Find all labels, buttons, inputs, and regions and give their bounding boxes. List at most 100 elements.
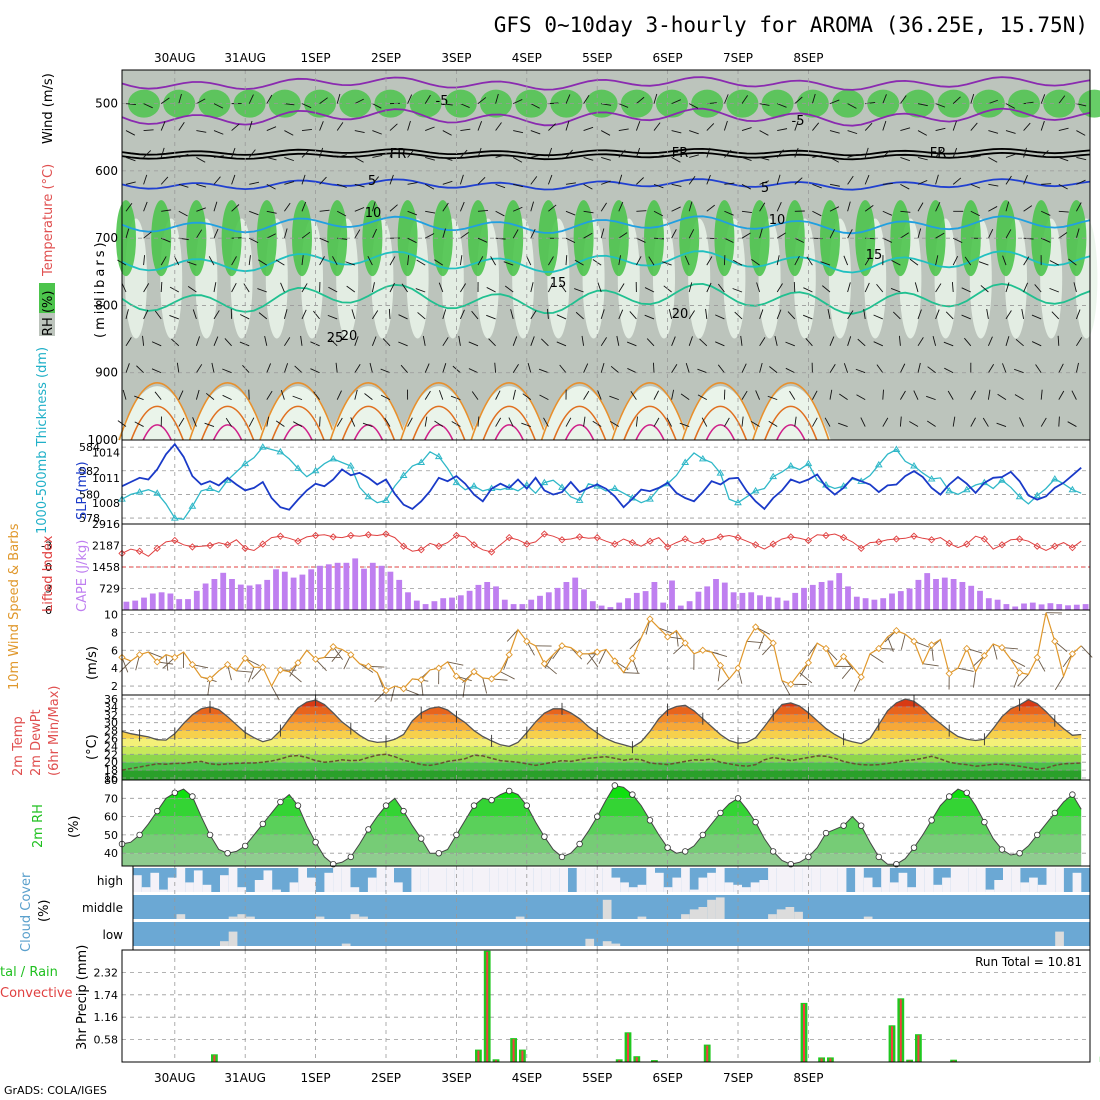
cloud-clear-segment [446,868,455,892]
wind-barb [1075,309,1081,320]
wind-barb [319,237,329,243]
cape-bar [827,580,834,610]
wind-barb [313,310,320,320]
lifted-index-tick: -3 [41,540,52,553]
precip-convective-bar [706,1045,709,1062]
wind-barb [759,362,763,373]
wind-barb [548,123,556,131]
wind-barb [266,390,273,400]
cloud-clear-segment [689,909,699,919]
cloud-clear-segment [350,887,360,892]
temp-tick: 16 [104,772,118,785]
wind-barb [380,394,391,401]
wind-barb [301,231,311,239]
footer-credit: GrADS: COLA/IGES [4,1084,107,1097]
wind-barb [900,157,911,162]
lifted-index-point [963,540,971,548]
date-label: 31AUG [224,51,266,65]
label-cape: CAPE (J/kg) [75,540,90,612]
wind-barb [945,311,954,320]
wind-barb [125,337,132,347]
thickness-tick: 578 [79,512,100,525]
precip-tick: 1.74 [94,989,119,1002]
rh-point [541,833,548,840]
panel-frame [121,439,1091,525]
wind-barb [636,256,642,266]
rh-band [122,816,1082,835]
label-rh: RH (%) [41,291,56,336]
wind-barb [951,281,954,293]
cape-bar [449,597,455,610]
wind-barb [586,651,598,665]
wind-barb [583,210,594,214]
wind-barb [510,309,514,320]
wind-barb [477,176,486,185]
contour-label: FR [672,146,689,161]
cloud-clear-segment [176,868,186,892]
wind-tick: 4 [111,662,118,675]
wind-barb [471,391,479,400]
wind-barb [547,308,549,319]
wind-barb [266,157,277,161]
wind-barb [636,96,645,104]
cape-bar [607,607,614,610]
lifted-index-point [364,531,373,539]
wind-barb [160,281,163,293]
cape-bar [132,600,139,610]
cape-bar [906,588,913,610]
cloud-clear-segment [689,889,699,892]
wind-barb [1054,675,1064,691]
rh-point [576,840,583,848]
thickness-point [892,445,901,452]
wind-speed-point [998,643,1006,652]
thickness-point [1068,485,1077,493]
wind-barb [952,416,956,427]
wind-barb [675,630,679,647]
wind-barb [987,229,994,239]
wind-barb [258,312,268,320]
cloud-clear-segment [341,943,351,946]
wind-barb [266,363,272,373]
label-millibars: (millibars) [93,239,108,338]
cloud-clear-segment [820,868,829,892]
wind-barb [407,149,415,158]
cape-bar [1012,606,1019,610]
wind-barb [653,93,658,104]
wind-barb [776,232,786,239]
cloud-clear-segment [150,872,160,892]
wind-barb [600,130,611,136]
wind-barb [935,309,940,320]
wind-barb [789,390,796,400]
rh-point [822,829,830,837]
wind-barb [864,282,870,293]
lifted-index-point [822,531,830,540]
cloud-clear-segment [707,899,716,919]
wind-barb [876,364,884,373]
lifted-index-point [787,533,795,541]
cloud-clear-segment [881,868,890,892]
wind-barb [354,157,364,163]
cloud-clear-segment [411,868,421,892]
wind-barb [847,336,852,346]
wind-barb [741,232,751,239]
wind-barb [1023,122,1031,131]
wind-barb [336,210,347,217]
wind-barb [992,643,998,660]
wind-barb [1058,232,1068,239]
wind-barb [389,174,394,185]
wind-speed-point [311,655,320,663]
lifted-index-point [1033,542,1041,550]
wind-speed-point [487,675,496,683]
pressure-tick: 700 [95,231,118,245]
wind-barb [1062,653,1073,668]
wind-barb [917,362,921,373]
cloud-clear-segment [924,868,934,892]
cloud-clear-segment [585,938,595,946]
temperature-contour [121,151,1091,161]
cloud-clear-segment [481,868,490,892]
contour-label: FR [930,146,947,161]
wind-barb [776,149,784,158]
wind-barb [434,259,444,266]
rh-point [136,831,143,839]
wind-barb [364,393,373,400]
